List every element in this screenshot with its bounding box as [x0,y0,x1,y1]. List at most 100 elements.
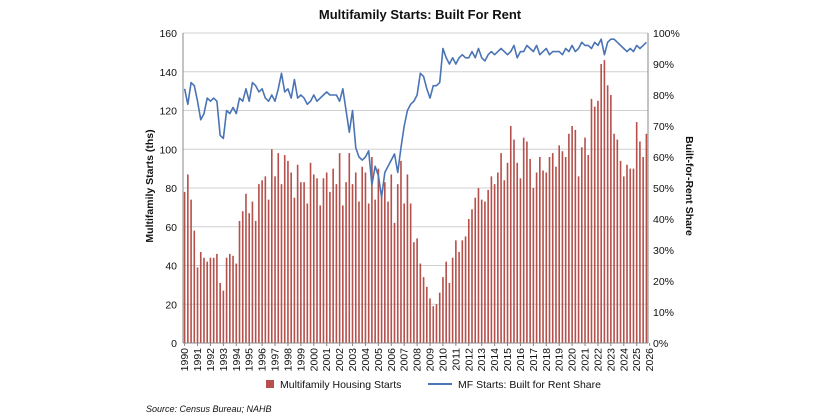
x-tick-label: 1995 [244,348,256,372]
bar [264,176,267,344]
x-tick-label: 2017 [528,348,540,372]
bar [642,157,644,343]
bar [300,182,302,343]
bar [406,174,409,343]
bar [597,100,599,343]
bar [206,261,209,344]
bar [509,126,512,343]
bar [332,168,334,344]
bar [487,189,489,343]
bar [635,122,638,344]
gridlines [183,32,648,344]
legend: Multifamily Housing Starts MF Starts: Bu… [266,379,601,391]
bar [429,298,431,343]
x-tick-label: 2021 [580,348,592,372]
bar [451,257,454,343]
chart-title: Multifamily Starts: Built For Rent [319,7,522,22]
x-tick-label: 2008 [412,348,424,372]
x-tick-label: 1996 [257,348,269,372]
y-tick-label: 80 [165,183,177,195]
bar [338,153,341,344]
legend-bar-swatch [266,380,274,388]
bar [254,220,257,343]
bar [490,176,493,344]
bar [445,261,447,344]
bar [342,205,344,343]
bar [425,286,428,343]
x-tick-label: 1997 [270,348,282,372]
bar [413,242,415,343]
bar [380,195,383,343]
bar [555,166,557,343]
x-tick-label: 2026 [644,348,656,372]
bar [277,153,280,344]
bar [409,203,412,343]
bar [387,201,389,343]
bar [296,164,299,343]
bar [416,238,418,344]
bar [351,184,354,344]
bar [258,184,260,344]
bar [435,304,438,343]
bar [471,209,473,343]
bar [354,172,357,343]
bar [316,178,318,343]
bar [364,172,367,343]
line-series [183,38,647,199]
x-tick-label: 1991 [192,348,204,372]
bar-series [183,60,648,344]
y-tick-label: 60 [165,222,177,234]
y2-tick-label: 60% [653,152,674,164]
bar [329,191,331,344]
bar [229,253,231,344]
bar [361,166,364,343]
bar [212,257,215,343]
bar [467,219,470,343]
bar [522,137,525,344]
bar [532,188,535,343]
y2-tick-label: 50% [653,183,674,195]
x-tick-label: 2025 [631,348,643,372]
bar [225,257,228,343]
bar [396,184,399,344]
bar [564,157,567,343]
bar [384,182,386,343]
bar [319,205,322,343]
bar [248,213,250,343]
x-tick-label: 2005 [373,348,385,372]
x-tick-label: 2010 [437,348,449,372]
x-tick-label: 2019 [554,348,566,372]
x-tick-label: 2009 [425,348,437,372]
bar [477,188,480,343]
bar [571,126,573,343]
bar [535,172,538,343]
bar [600,64,602,343]
bar [348,153,351,344]
bar [480,199,483,344]
bar [306,203,309,343]
bar [283,155,286,343]
bar [629,168,632,344]
bar [403,203,405,343]
y2-tick-label: 80% [653,90,674,102]
bar [448,282,451,343]
x-tick-label: 2001 [321,348,333,372]
bar [419,263,422,343]
bar [458,251,460,343]
x-tick-label: 2004 [360,348,372,372]
x-tick-label: 2003 [347,348,359,372]
bar [238,220,241,343]
x-tick-label: 1993 [218,348,230,372]
y2-tick-label: 10% [653,307,674,319]
bar [438,292,441,344]
x-tick-label: 1999 [295,348,307,372]
legend-bar-label: Multifamily Housing Starts [280,379,401,391]
x-tick-label: 2015 [502,348,514,372]
x-tick-label: 2013 [476,348,488,372]
bar [506,162,509,343]
bar [580,147,583,343]
y2-tick-label: 90% [653,59,674,71]
bar [497,172,499,343]
bar [616,139,619,343]
bar [503,180,506,343]
